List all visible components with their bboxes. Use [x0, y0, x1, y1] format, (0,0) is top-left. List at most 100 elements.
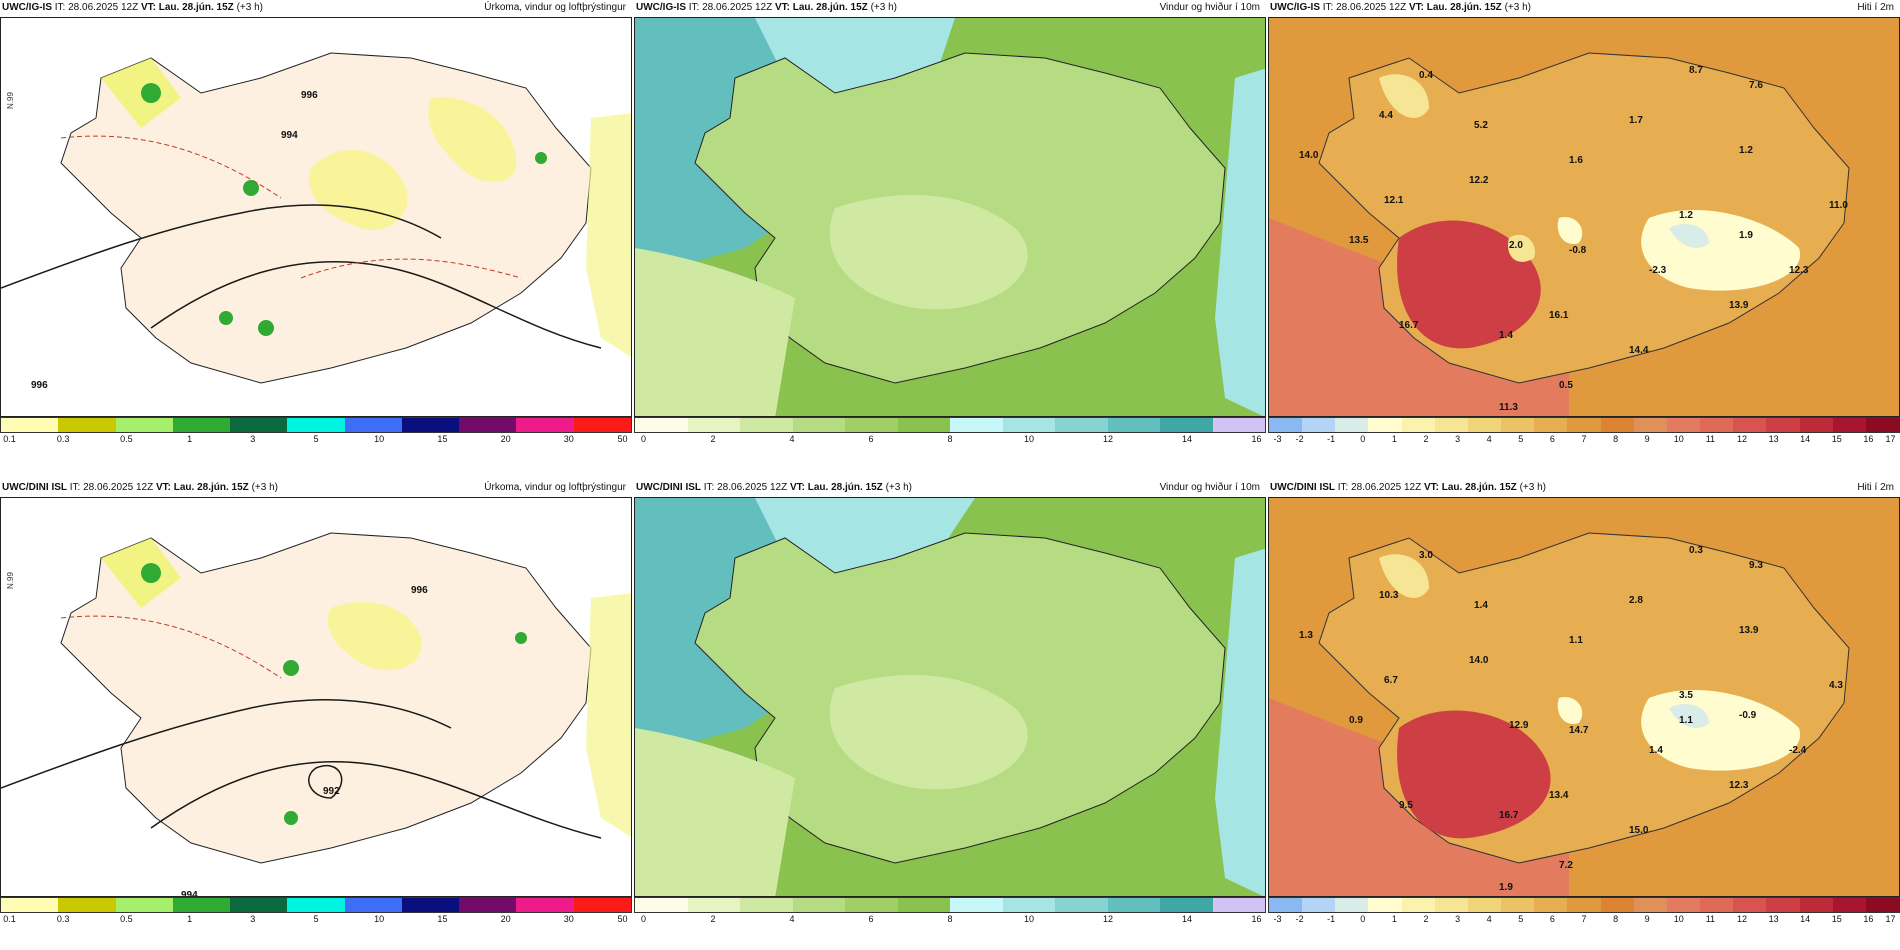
colorbar-tick-label: 15 — [437, 914, 448, 924]
colorbar-cell — [1700, 898, 1734, 912]
colorbar-cell — [1534, 898, 1568, 912]
colorbar-cell — [1335, 418, 1369, 432]
colorbar-cell — [1160, 418, 1213, 432]
temperature-label: 1.1 — [1569, 635, 1583, 646]
temperature-label: 0.3 — [1689, 545, 1703, 556]
colorbar-tick-label: 0.3 — [56, 914, 70, 924]
temperature-label: 8.7 — [1689, 65, 1703, 76]
temperature-label: -0.8 — [1569, 245, 1587, 256]
colorbar-tick-label: 14 — [1800, 914, 1811, 924]
panel-header: UWC/IG-IS IT: 28.06.2025 12Z VT: Lau. 28… — [0, 0, 632, 16]
colorbar-cell — [1633, 418, 1667, 432]
colorbar-tick-label: 1 — [187, 914, 193, 924]
colorbar-cell — [792, 418, 845, 432]
valid-time: VT: Lau. 28.jún. 15Z — [789, 482, 883, 493]
colorbar-tick-label: 3 — [250, 434, 256, 444]
wind-colorbar-labels: 0 2 4 6 8 10 12 14 16 — [634, 913, 1266, 925]
temperature-label: 1.9 — [1739, 230, 1753, 241]
temperature-label: 16.7 — [1499, 810, 1519, 821]
colorbar-tick-label: 6 — [868, 914, 874, 924]
init-time: IT: 28.06.2025 12Z — [1322, 2, 1407, 13]
precip-colorbar-cells — [0, 897, 632, 913]
temperature-label: 13.4 — [1549, 790, 1569, 801]
temperature-label: 9.5 — [1399, 800, 1413, 811]
temperature-label: 1.4 — [1649, 745, 1663, 756]
lead-time: (+3 h) — [1504, 2, 1531, 13]
precip-colorbar-cells — [0, 417, 632, 433]
colorbar-cell — [687, 418, 740, 432]
colorbar-tick-label: -1 — [1327, 434, 1336, 444]
colorbar-cell — [1269, 898, 1303, 912]
panel-title: Úrkoma, vindur og loftþrýstingur — [484, 2, 626, 13]
colorbar-tick-label: 14 — [1181, 434, 1193, 444]
temperature-label: 4.3 — [1829, 680, 1843, 691]
valid-time: VT: Lau. 28.jún. 15Z — [155, 482, 249, 493]
lead-time: (+3 h) — [870, 2, 897, 13]
colorbar-cell — [1, 898, 59, 912]
temperature-label: 15.0 — [1629, 825, 1649, 836]
temp-map: 3.0 0.3 9.3 10.3 1.4 2.8 1.3 1.1 13.9 14.0 6.7 3.5 4… — [1268, 497, 1900, 897]
colorbar-tick-label: 11 — [1705, 434, 1716, 444]
colorbar-cell — [740, 418, 793, 432]
panel-row2-precip: UWC/DINI ISL IT: 28.06.2025 12Z VT: Lau.… — [0, 480, 632, 940]
precip-colorbar: 0.1 0.3 0.5 1 3 5 10 15 20 30 50 — [0, 417, 632, 447]
colorbar-cell — [1107, 898, 1160, 912]
colorbar-tick-label: 20 — [500, 914, 511, 924]
colorbar-cell — [1434, 898, 1468, 912]
colorbar-cell — [287, 898, 345, 912]
colorbar-cell — [1160, 898, 1213, 912]
colorbar-tick-label: 17 — [1885, 434, 1896, 444]
temperature-label: 4.4 — [1379, 110, 1393, 121]
temp-colorbar-cells — [1268, 897, 1900, 913]
colorbar-tick-label: 0.5 — [120, 914, 133, 924]
colorbar-tick-label: 9 — [1644, 434, 1650, 444]
valid-time: VT: Lau. 28.jún. 15Z — [140, 2, 234, 13]
colorbar-cell — [1401, 898, 1435, 912]
panel-row1-wind: UWC/IG-IS IT: 28.06.2025 12Z VT: Lau. 28… — [634, 0, 1266, 460]
temp-colorbar: -3 -2 -1 0 1 2 3 4 5 6 7 8 9 10 11 12 13 14 15 16 17 — [1268, 417, 1900, 447]
colorbar-tick-label: -3 — [1273, 914, 1282, 924]
colorbar-cell — [1832, 418, 1866, 432]
lead-time: (+3 h) — [885, 482, 912, 493]
colorbar-tick-label: 16 — [1251, 434, 1262, 444]
temperature-label: -2.4 — [1789, 745, 1807, 756]
model-name: UWC/DINI ISL — [636, 482, 701, 493]
colorbar-cell — [1700, 418, 1734, 432]
temperature-label: 2.0 — [1509, 240, 1523, 251]
colorbar-cell — [845, 418, 898, 432]
colorbar-cell — [635, 418, 688, 432]
colorbar-cell — [950, 418, 1003, 432]
panel-header: UWC/DINI ISL IT: 28.06.2025 12Z VT: Lau.… — [634, 480, 1266, 496]
colorbar-tick-label: 0.5 — [120, 434, 133, 444]
colorbar-tick-label: 1 — [1391, 434, 1397, 444]
colorbar-tick-label: 2 — [710, 914, 716, 924]
colorbar-tick-label: 14 — [1181, 914, 1193, 924]
isobar-label: 994 — [181, 890, 198, 897]
colorbar-tick-label: 14 — [1800, 434, 1811, 444]
colorbar-tick-label: 7 — [1581, 914, 1587, 924]
valid-time: VT: Lau. 28.jún. 15Z — [1423, 482, 1517, 493]
colorbar-cell — [1335, 898, 1369, 912]
model-name: UWC/DINI ISL — [1270, 482, 1335, 493]
temperature-label: 3.5 — [1679, 690, 1693, 701]
colorbar-cell — [1212, 418, 1265, 432]
colorbar-tick-label: 12 — [1736, 914, 1748, 924]
colorbar-cell — [115, 898, 173, 912]
colorbar-cell — [172, 418, 231, 432]
colorbar-cell — [1799, 898, 1833, 912]
isobar-label: 994 — [281, 130, 298, 141]
colorbar-tick-label: 5 — [1518, 434, 1524, 444]
colorbar-cell — [1368, 898, 1402, 912]
colorbar-tick-label: 13 — [1768, 914, 1779, 924]
panel-row2-wind: UWC/DINI ISL IT: 28.06.2025 12Z VT: Lau.… — [634, 480, 1266, 940]
latitude-label: N.99 — [5, 92, 15, 109]
colorbar-cell — [1534, 418, 1568, 432]
colorbar-cell — [792, 898, 845, 912]
temperature-label: 3.0 — [1419, 550, 1433, 561]
colorbar-cell — [230, 898, 288, 912]
colorbar-tick-label: 16 — [1863, 914, 1874, 924]
colorbar-cell — [1600, 898, 1634, 912]
colorbar-tick-label: 12 — [1102, 434, 1114, 444]
panel-header: UWC/IG-IS IT: 28.06.2025 12Z VT: Lau. 28… — [634, 0, 1266, 16]
latitude-label: N.99 — [5, 572, 15, 589]
